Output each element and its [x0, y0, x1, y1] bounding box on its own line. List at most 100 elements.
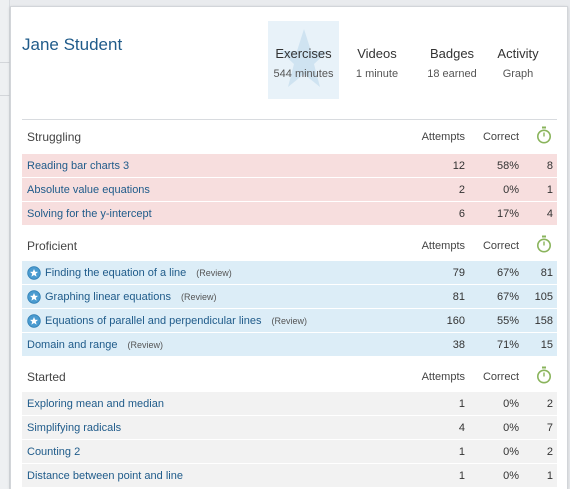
exercise-name[interactable]: Counting 2	[27, 446, 81, 458]
attempts-value: 160	[446, 315, 465, 327]
review-label[interactable]: (Review)	[196, 268, 232, 278]
attempts-value: 4	[458, 422, 465, 434]
star-badge-icon	[27, 314, 41, 328]
exercise-name[interactable]: Domain and range (Review)	[27, 339, 163, 351]
exercise-name[interactable]: Distance between point and line	[27, 470, 183, 482]
section-header: Struggling Attempts Correct	[22, 120, 557, 154]
exercise-name[interactable]: Graphing linear equations (Review)	[45, 291, 217, 303]
section-header: Started Attempts Correct	[22, 366, 557, 392]
exercise-name[interactable]: Solving for the y-intercept	[27, 208, 152, 220]
left-background-strip	[0, 0, 10, 489]
review-label[interactable]: (Review)	[180, 292, 217, 302]
tab-label: Videos	[357, 46, 397, 61]
review-label[interactable]: (Review)	[127, 340, 164, 350]
exercise-name[interactable]: Simplifying radicals	[27, 422, 122, 434]
star-badge-icon	[27, 266, 41, 280]
exercise-row[interactable]: Exploring mean and median 1 0% 2	[22, 392, 557, 416]
section-title: Proficient	[27, 239, 78, 253]
section-started: Started Attempts Correct Exploring mean …	[22, 366, 557, 488]
correct-column-header: Correct	[482, 371, 519, 383]
tab-label: Badges	[429, 46, 475, 61]
student-name: Jane Student	[22, 35, 123, 54]
exercise-row[interactable]: Counting 2 1 0% 2	[22, 440, 557, 464]
stopwatch-icon	[537, 126, 551, 144]
tab-activity[interactable]: Activity Graph	[489, 21, 547, 99]
exercise-row[interactable]: Simplifying radicals 4 0% 7	[22, 416, 557, 440]
exercise-row[interactable]: Solving for the y-intercept 6 17% 4	[22, 202, 557, 226]
attempts-value: 6	[458, 208, 465, 220]
attempts-value: 79	[452, 267, 465, 279]
tab-sublabel: 544 minutes	[273, 68, 334, 80]
correct-value: 17%	[496, 208, 519, 220]
correct-value: 0%	[503, 184, 519, 196]
exercise-row[interactable]: Absolute value equations 2 0% 1	[22, 178, 557, 202]
exercise-row[interactable]: Domain and range (Review) 38 71% 15	[22, 333, 557, 357]
star-badge-icon	[27, 290, 41, 304]
time-value: 1	[546, 184, 553, 196]
exercise-name[interactable]: Reading bar charts 3	[27, 160, 130, 172]
exercise-name-text[interactable]: Equations of parallel and perpendicular …	[45, 315, 262, 327]
exercise-progress-panel: Struggling Attempts Correct Reading bar …	[22, 119, 557, 488]
correct-value: 0%	[503, 470, 519, 482]
time-value: 81	[540, 267, 553, 279]
attempts-value: 1	[458, 446, 465, 458]
time-value: 4	[546, 208, 553, 220]
correct-value: 55%	[496, 315, 519, 327]
tab-sublabel: 18 earned	[427, 68, 477, 80]
exercise-row[interactable]: Equations of parallel and perpendicular …	[22, 309, 557, 333]
time-value: 7	[546, 422, 553, 434]
time-value: 105	[534, 291, 553, 303]
correct-value: 71%	[496, 339, 519, 351]
exercise-name-text[interactable]: Domain and range	[27, 339, 118, 351]
time-value: 15	[540, 339, 553, 351]
time-value: 2	[546, 398, 553, 410]
correct-value: 0%	[503, 398, 519, 410]
tab-badges[interactable]: Badges 18 earned	[415, 21, 489, 99]
attempts-value: 1	[458, 398, 465, 410]
exercise-name[interactable]: Equations of parallel and perpendicular …	[45, 315, 307, 327]
correct-value: 0%	[503, 446, 519, 458]
correct-value: 67%	[496, 291, 519, 303]
star-icon	[280, 29, 328, 87]
attempts-value: 1	[458, 470, 465, 482]
review-label[interactable]: (Review)	[271, 316, 307, 326]
stopwatch-icon	[537, 366, 551, 384]
tab-label: Exercises	[275, 46, 332, 61]
correct-column-header: Correct	[482, 131, 519, 143]
section-title: Started	[27, 370, 66, 384]
attempts-column-header: Attempts	[421, 131, 465, 143]
tab-exercises[interactable]: Exercises 544 minutes	[268, 21, 339, 99]
time-value: 8	[546, 160, 553, 172]
exercise-row[interactable]: Reading bar charts 3 12 58% 8	[22, 154, 557, 178]
exercise-row[interactable]: Distance between point and line 1 0% 1	[22, 464, 557, 488]
exercise-row[interactable]: Finding the equation of a line (Review) 7…	[22, 261, 557, 285]
student-profile-card: Jane Student Exercises 544 minutes Video…	[10, 6, 568, 489]
attempts-value: 38	[452, 339, 465, 351]
exercise-row[interactable]: Graphing linear equations (Review) 81 67%…	[22, 285, 557, 309]
exercise-name[interactable]: Exploring mean and median	[27, 398, 164, 410]
profile-tabs: Exercises 544 minutes Videos 1 minute Ba…	[268, 21, 547, 99]
exercise-name-text[interactable]: Graphing linear equations	[45, 291, 171, 303]
tab-videos[interactable]: Videos 1 minute	[339, 21, 415, 99]
time-value: 1	[546, 470, 553, 482]
correct-column-header: Correct	[482, 240, 519, 252]
section-title: Struggling	[27, 130, 82, 144]
exercise-name-text[interactable]: Finding the equation of a line	[45, 267, 187, 279]
attempts-value: 81	[452, 291, 465, 303]
section-struggling: Struggling Attempts Correct Reading bar …	[22, 120, 557, 226]
attempts-value: 12	[452, 160, 465, 172]
tab-sublabel: Graph	[502, 68, 534, 80]
attempts-column-header: Attempts	[421, 240, 465, 252]
time-value: 158	[534, 315, 553, 327]
tab-label: Activity	[497, 46, 539, 61]
exercise-name[interactable]: Finding the equation of a line (Review)	[45, 267, 232, 279]
correct-value: 0%	[503, 422, 519, 434]
section-proficient: Proficient Attempts Correct Finding the …	[22, 235, 557, 357]
exercise-name[interactable]: Absolute value equations	[27, 184, 150, 196]
stopwatch-icon	[537, 235, 551, 253]
time-value: 2	[546, 446, 553, 458]
correct-value: 58%	[496, 160, 519, 172]
correct-value: 67%	[496, 267, 519, 279]
tab-sublabel: 1 minute	[355, 68, 399, 80]
section-header: Proficient Attempts Correct	[22, 235, 557, 261]
